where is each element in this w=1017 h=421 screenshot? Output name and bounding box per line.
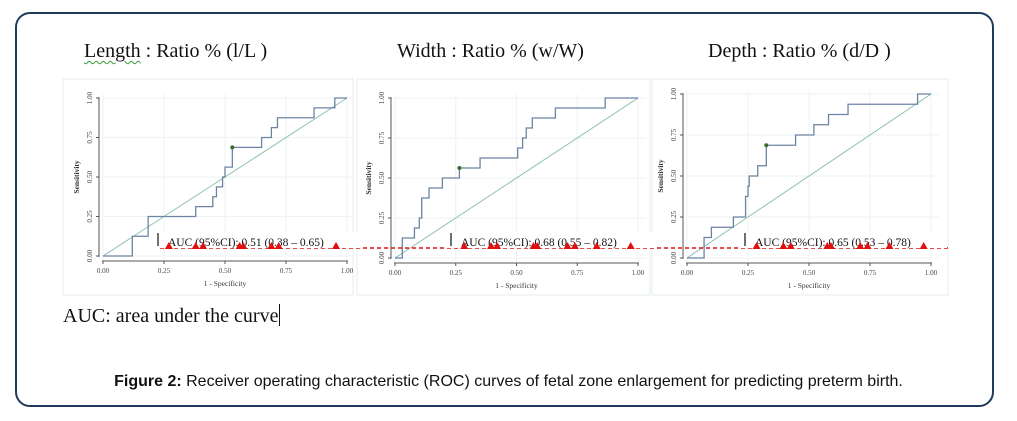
x-tick-label: 0.25 xyxy=(158,267,171,275)
x-tick-label: 0.75 xyxy=(280,267,293,275)
x-tick-label: 0.75 xyxy=(571,269,584,277)
roc-curve xyxy=(395,97,638,259)
y-tick-label: 0.50 xyxy=(378,171,386,184)
red-triangle-marker xyxy=(164,242,173,249)
auc-footnote-text: AUC: area under the curve xyxy=(63,305,279,327)
x-tick-label: 0.50 xyxy=(510,269,523,277)
red-triangle-marker xyxy=(752,242,761,249)
text-cursor xyxy=(279,304,281,326)
y-axis-title: Sensitivity xyxy=(72,160,81,194)
y-axis-title: Sensitivity xyxy=(364,161,373,195)
x-tick-label: 1.00 xyxy=(632,269,645,277)
roc-curve xyxy=(687,93,931,259)
cutoff-point xyxy=(457,166,462,170)
red-triangle-marker xyxy=(863,242,872,249)
annotation-background xyxy=(447,232,654,248)
auc-annotation: AUC (95%CI): 0.51 (0.38 – 0.65) xyxy=(168,237,324,249)
x-tick-label: 1.00 xyxy=(341,267,354,275)
x-tick-label: 0.00 xyxy=(97,267,110,275)
reference-line xyxy=(394,97,639,259)
red-triangle-marker xyxy=(493,242,502,249)
red-triangle-marker xyxy=(919,242,928,249)
x-tick-label: 0.25 xyxy=(450,269,463,277)
y-tick-label: 0.50 xyxy=(670,169,678,182)
x-tick-label: 0.25 xyxy=(742,269,755,277)
auc-annotations: AUC (95%CI): 0.51 (0.38 – 0.65) AUC (95%C… xyxy=(154,232,947,249)
cutoff-point xyxy=(764,143,769,148)
x-tick-label: 0.50 xyxy=(219,267,232,275)
x-tick-label: 0.75 xyxy=(864,269,877,277)
red-triangle-marker xyxy=(856,242,865,249)
red-triangle-marker xyxy=(786,242,795,249)
red-triangle-marker xyxy=(779,242,788,249)
y-tick-label: 0.00 xyxy=(670,251,678,264)
x-tick-label: 0.00 xyxy=(681,269,694,277)
panel-title-depth: Depth : Ratio % (d/D ) xyxy=(708,40,891,62)
y-axis-title: Sensitivity xyxy=(656,159,665,193)
red-triangle-marker xyxy=(267,242,276,249)
y-tick-label: 1.00 xyxy=(378,91,386,104)
x-axis-title: 1 - Specificity xyxy=(204,279,247,288)
red-triangle-marker xyxy=(239,242,248,249)
x-tick-label: 1.00 xyxy=(925,269,938,277)
y-tick-label: 0.25 xyxy=(378,211,386,224)
plot-panel xyxy=(651,78,949,296)
red-triangle-marker xyxy=(199,242,208,249)
reference-line xyxy=(686,93,932,259)
y-tick-label: 0.00 xyxy=(86,249,94,262)
panel-title-width: Width : Ratio % (w/W) xyxy=(397,40,584,62)
auc-footnote: AUC: area under the curve xyxy=(63,304,281,328)
panel-title-length-rest: : Ratio % (l/L ) xyxy=(140,40,268,62)
y-tick-label: 0.25 xyxy=(86,210,94,223)
figure-caption: Figure 2: Receiver operating characteris… xyxy=(0,373,1017,391)
y-tick-label: 0.75 xyxy=(670,128,678,141)
y-tick-label: 0.50 xyxy=(86,170,94,183)
red-triangle-marker xyxy=(486,242,495,249)
red-triangle-marker xyxy=(826,242,835,249)
auc-annotation: AUC (95%CI): 0.68 (0.55 – 0.82) xyxy=(461,237,617,249)
auc-annotation: AUC (95%CI): 0.65 (0.53 – 0.78) xyxy=(755,237,911,249)
red-triangle-marker xyxy=(626,242,635,249)
red-triangle-marker xyxy=(592,242,601,249)
x-axis-title: 1 - Specificity xyxy=(788,281,831,290)
panel-title-length-prefix: Length xyxy=(84,40,141,62)
y-tick-label: 1.00 xyxy=(86,91,94,104)
x-axis-title: 1 - Specificity xyxy=(495,281,538,290)
red-triangle-marker xyxy=(533,242,542,249)
roc-curve xyxy=(103,97,347,257)
red-triangle-marker xyxy=(570,242,579,249)
y-tick-label: 1.00 xyxy=(670,87,678,100)
roc-chart-width: 0.00 0.25 0.50 0.75 1.00 0.00 0.25 0.50 0.75 1.00… xyxy=(356,78,651,296)
red-triangle-marker xyxy=(191,242,200,249)
caption-text: Receiver operating characteristic (ROC) … xyxy=(181,373,903,390)
red-triangle-marker xyxy=(885,242,894,249)
plot-panel xyxy=(62,78,354,296)
panel-title-length: Length : Ratio % (l/L ) xyxy=(84,40,267,63)
annotation-background xyxy=(741,232,947,248)
annotation-background xyxy=(154,232,363,248)
figure-frame xyxy=(15,12,994,407)
roc-chart-length: 0.00 0.25 0.50 0.75 1.00 0.00 0.25 0.50 0.75 1.00… xyxy=(62,78,355,296)
cutoff-point xyxy=(230,145,235,150)
x-tick-label: 0.50 xyxy=(803,269,816,277)
y-tick-label: 0.25 xyxy=(670,210,678,223)
x-tick-label: 0.00 xyxy=(389,269,402,277)
y-tick-label: 0.75 xyxy=(86,131,94,144)
red-triangle-marker xyxy=(274,242,283,249)
red-triangle-marker xyxy=(332,242,341,249)
y-tick-label: 0.00 xyxy=(378,251,386,264)
caption-label: Figure 2: xyxy=(114,373,182,390)
red-triangle-marker xyxy=(563,242,572,249)
red-triangle-marker xyxy=(460,242,469,249)
roc-chart-depth: 0.00 0.25 0.50 0.75 1.00 0.00 0.25 0.50 0.75 1.00… xyxy=(651,78,949,296)
y-tick-label: 0.75 xyxy=(378,131,386,144)
